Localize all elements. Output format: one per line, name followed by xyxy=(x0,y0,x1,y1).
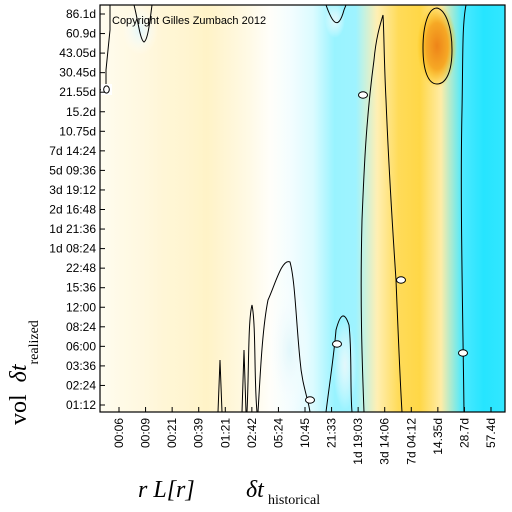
y-tick-label: 21.55d xyxy=(59,85,96,99)
x-axis-title-subscript: historical xyxy=(268,493,320,508)
y-axis-title-text: vol δtrealized xyxy=(6,320,42,425)
y-tick-label: 30.45d xyxy=(59,66,96,80)
plot-frame xyxy=(99,4,506,413)
contour-label xyxy=(396,276,406,284)
contour-label xyxy=(358,91,368,99)
contour-label xyxy=(101,84,112,95)
x-tick-label: 7d 04:12 xyxy=(404,418,418,465)
x-axis-title-delta: δt xyxy=(246,477,265,503)
x-tick-label: 1d 19:03 xyxy=(351,418,365,465)
y-tick-label: 12:00 xyxy=(66,300,96,314)
y-tick-label: 15.2d xyxy=(66,105,96,119)
y-axis-title-subscript: realized xyxy=(27,320,42,364)
x-axis-title-main: r L[r] xyxy=(138,477,195,503)
y-tick-label: 03:36 xyxy=(66,359,96,373)
y-tick-label: 15:36 xyxy=(66,281,96,295)
y-tick-label: 22:48 xyxy=(66,261,96,275)
y-tick-label: 7d 14:24 xyxy=(49,144,96,158)
x-tick-label: 21:33 xyxy=(325,418,339,448)
x-tick-label: 05:24 xyxy=(271,418,285,448)
contour-line xyxy=(133,5,153,43)
x-tick-label: 00:21 xyxy=(165,418,179,448)
x-tick-label: 00:39 xyxy=(192,418,206,448)
contour-labels xyxy=(101,84,468,404)
contour-lines xyxy=(100,5,467,412)
x-tick-label: 14.35d xyxy=(431,418,445,455)
heatmap-pale-patch xyxy=(333,320,357,410)
copyright-annotation: Copyright Gilles Zumbach 2012 xyxy=(112,15,266,27)
y-axis-title-prefix: vol xyxy=(6,394,32,425)
y-tick-label: 08:24 xyxy=(66,320,96,334)
y-tick-label: 60.9d xyxy=(66,27,96,41)
x-tick-label: 10:45 xyxy=(298,418,312,448)
y-axis-title-delta: δt xyxy=(6,363,32,382)
contour-line xyxy=(241,349,247,412)
contour-label xyxy=(458,349,468,357)
y-tick-label: 01:12 xyxy=(66,398,96,412)
contour-line xyxy=(325,5,347,24)
y-tick-label: 43.05d xyxy=(59,46,96,60)
y-tick-label: 1d 21:36 xyxy=(49,222,96,236)
x-tick-label: 57.4d xyxy=(484,418,498,448)
heatmap-pale-patch xyxy=(268,280,312,412)
y-tick-label: 5d 09:36 xyxy=(49,163,96,177)
x-tick-label: 02:42 xyxy=(245,418,259,448)
contour-line xyxy=(422,7,453,85)
heatmap-peak xyxy=(417,5,457,88)
y-tick-label: 2d 16:48 xyxy=(49,203,96,217)
heatmap-pale-patch xyxy=(325,5,345,38)
contour-label xyxy=(305,396,315,404)
x-axis-title: r L[r] δt historical xyxy=(138,477,320,508)
x-tick-label: 3d 14:06 xyxy=(378,418,392,465)
contour-line xyxy=(460,5,467,412)
contour-line xyxy=(257,261,311,412)
y-tick-label: 06:00 xyxy=(66,339,96,353)
y-tick-label: 1d 08:24 xyxy=(49,242,96,256)
contour-label xyxy=(332,340,342,348)
heatmap-pale-patch xyxy=(122,5,158,55)
x-axis: 00:06 00:09 00:21 00:39 01:21 02:42 05:24 10:45… xyxy=(112,407,498,465)
x-tick-label: 00:06 xyxy=(112,418,126,448)
contour-line xyxy=(217,359,223,412)
y-tick-label: 10.75d xyxy=(59,124,96,138)
x-tick-label: 28.7d xyxy=(457,418,471,448)
y-tick-label: 3d 19:12 xyxy=(49,183,96,197)
x-tick-label: 00:09 xyxy=(139,418,153,448)
contour-line xyxy=(246,304,258,412)
y-tick-label: 86.1d xyxy=(66,7,96,21)
x-tick-label: 01:21 xyxy=(218,418,232,448)
y-tick-label: 02:24 xyxy=(66,378,96,392)
contour-line xyxy=(325,315,353,412)
y-axis: 86.1d 60.9d 43.05d 30.45d 21.55d 15.2d 10.75d 7… xyxy=(49,7,105,412)
y-axis-title: vol δtrealized xyxy=(6,320,42,425)
